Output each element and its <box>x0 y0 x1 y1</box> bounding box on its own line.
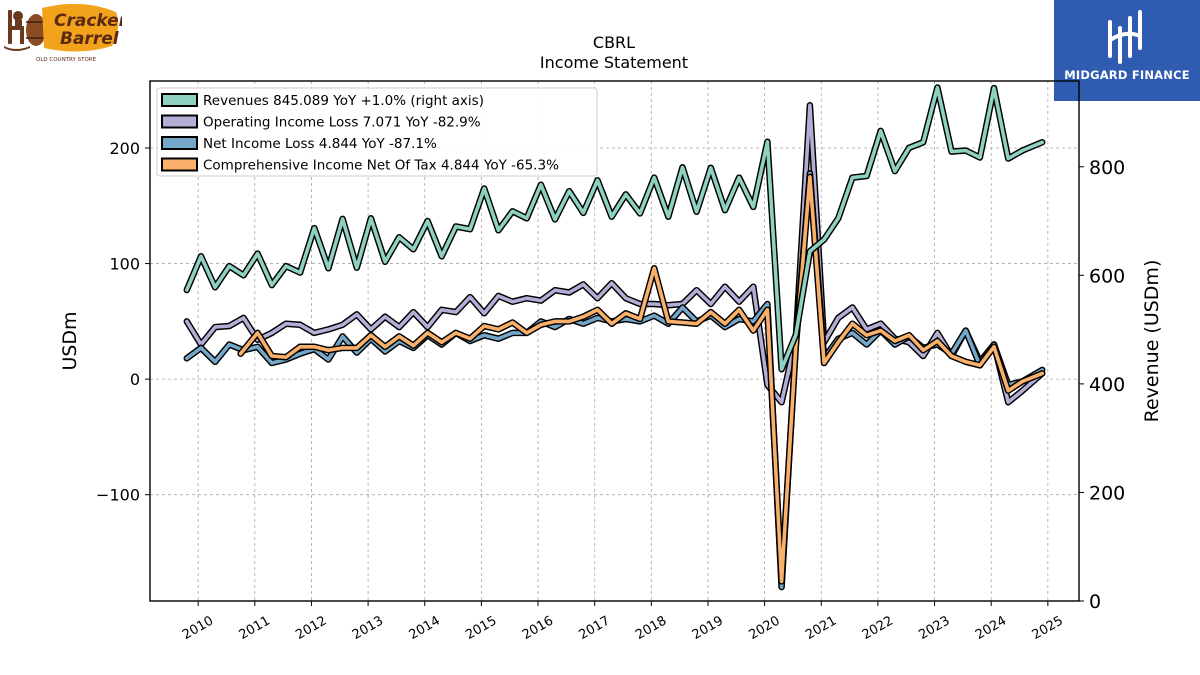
x-tick-label: 2015 <box>463 613 499 643</box>
cracker-barrel-logo: Cracker Barrel OLD COUNTRY STORE <box>2 2 129 64</box>
logo-name-line1: Cracker <box>54 11 122 31</box>
right-tick-label: 200 <box>1089 482 1125 504</box>
x-tick-label: 2010 <box>180 613 216 643</box>
left-tick-label: 100 <box>109 255 140 274</box>
right-tick-label: 0 <box>1089 591 1101 613</box>
chart-subtitle: Income Statement <box>540 53 688 72</box>
legend-swatch <box>161 114 198 129</box>
legend-label: Comprehensive Income Net Of Tax 4.844 Yo… <box>203 158 559 174</box>
y-axis-label-right: Revenue (USDm) <box>1141 260 1163 423</box>
left-tick-label: −100 <box>96 486 140 505</box>
right-axis-ticks: 0 200 400 600 800 <box>1079 157 1125 613</box>
series-lines <box>183 84 1046 591</box>
x-tick-label: 2025 <box>1030 613 1066 643</box>
legend-box <box>156 87 598 177</box>
series-line <box>185 85 1044 372</box>
orange-swoosh <box>42 3 119 52</box>
x-tick-label: 2022 <box>860 613 896 643</box>
right-tick-label: 800 <box>1089 157 1125 179</box>
x-tick-label: 2012 <box>293 613 329 643</box>
x-tick-label: 2016 <box>520 613 556 643</box>
legend-label: Net Income Loss 4.844 YoY -87.1% <box>203 136 437 152</box>
chart-title: CBRL <box>593 33 635 52</box>
left-tick-label: 200 <box>109 139 140 158</box>
y-axis-label-left: USDm <box>59 311 81 370</box>
x-tick-label: 2020 <box>746 613 782 643</box>
x-tick-label: 2011 <box>237 613 273 643</box>
left-tick-label: 0 <box>130 370 140 389</box>
plot-frame <box>149 80 1080 602</box>
midgard-logo-icon <box>1108 10 1142 64</box>
x-tick-label: 2023 <box>916 613 952 643</box>
x-tick-label: 2024 <box>973 613 1009 643</box>
x-tick-label: 2013 <box>350 613 386 643</box>
barrel-icon <box>26 14 46 46</box>
logo-name-line2: Barrel <box>60 29 120 49</box>
logo-tagline: OLD COUNTRY STORE <box>36 57 97 63</box>
x-tick-label: 2021 <box>803 613 839 643</box>
x-axis-ticks: 2010 2011 2012 2013 2014 2015 2016 2017 2018 2019… <box>180 601 1066 643</box>
midgard-brand-name: MIDGARD FINANCE <box>1064 68 1190 82</box>
legend-label: Operating Income Loss 7.071 YoY -82.9% <box>203 115 481 131</box>
x-tick-label: 2017 <box>577 613 613 643</box>
legend-label: Revenues 845.089 YoY +1.0% (right axis) <box>203 93 484 109</box>
left-axis-ticks: −100 0 100 200 <box>96 139 150 505</box>
x-tick-label: 2014 <box>407 613 443 643</box>
x-tick-label: 2018 <box>633 613 669 643</box>
x-tick-label: 2019 <box>690 613 726 643</box>
legend-swatch <box>161 93 198 107</box>
legend-swatch <box>161 136 198 150</box>
legend-swatch <box>161 157 198 172</box>
legend: Revenues 845.089 YoY +1.0% (right axis) O… <box>156 87 598 177</box>
right-tick-label: 600 <box>1089 265 1125 287</box>
right-tick-label: 400 <box>1089 374 1125 396</box>
rocking-chair-icon <box>4 10 30 51</box>
series-line <box>238 175 1044 584</box>
